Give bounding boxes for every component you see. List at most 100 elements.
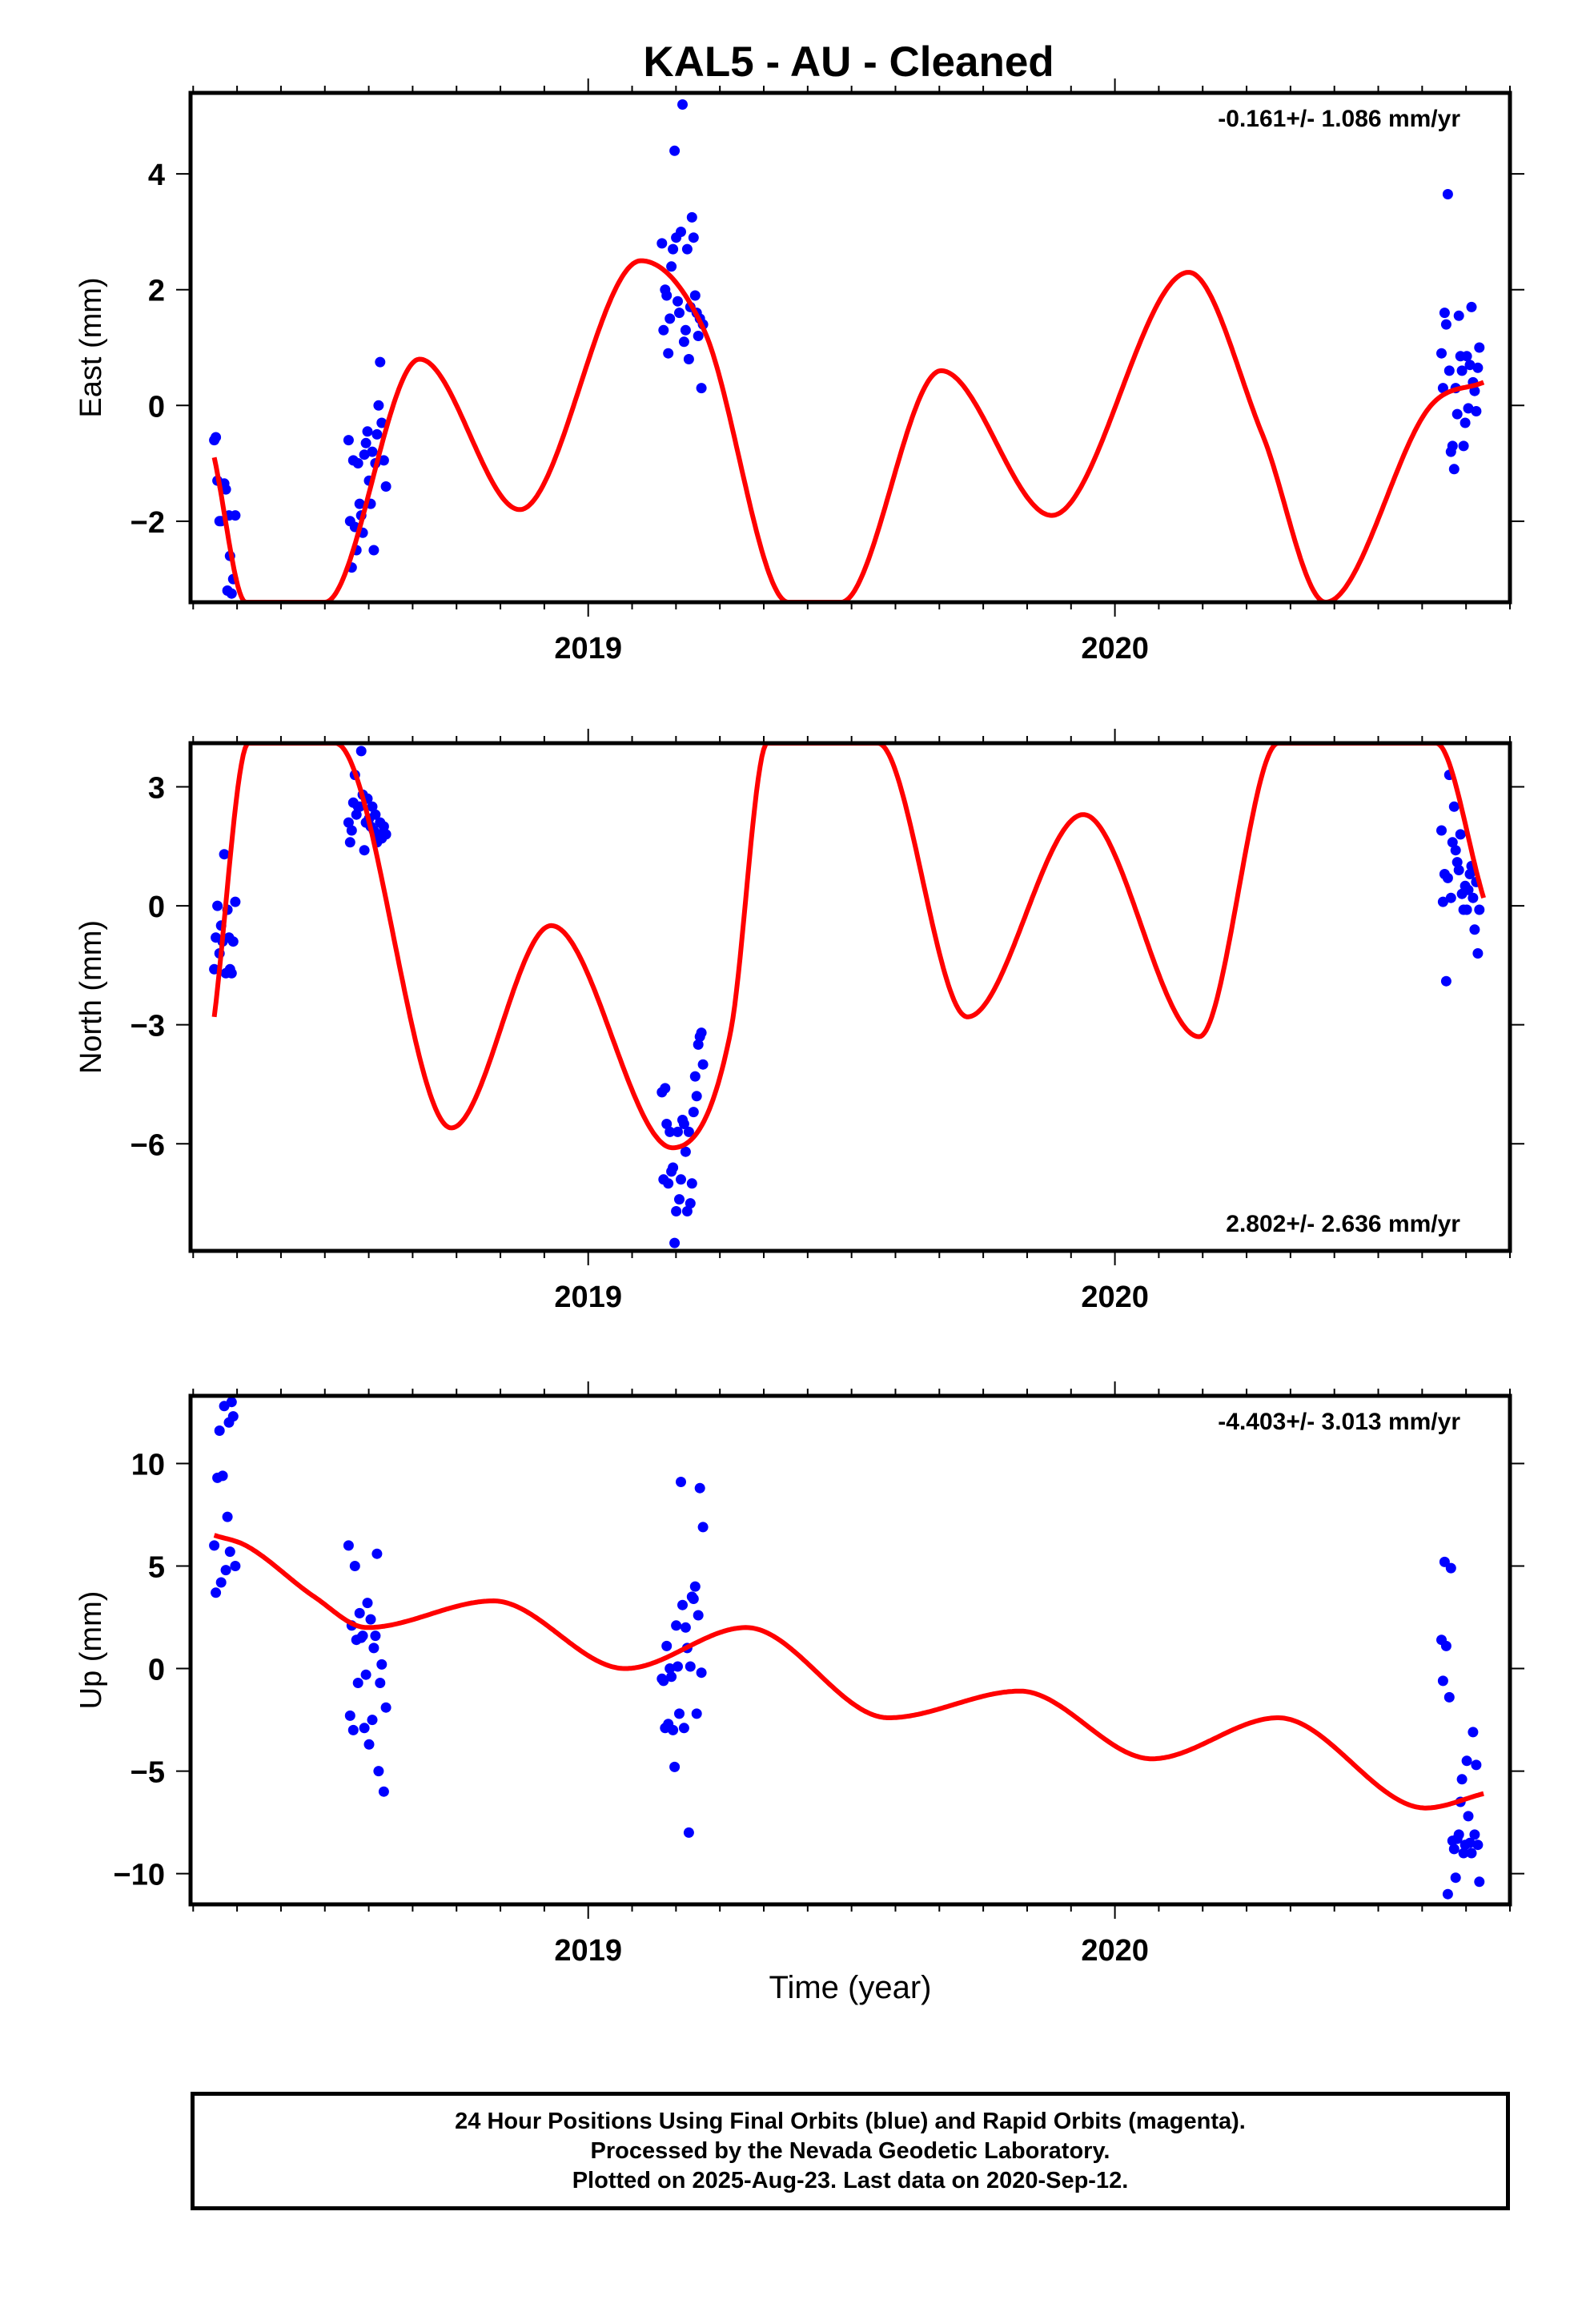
data-point — [1456, 365, 1468, 376]
data-point — [378, 455, 389, 466]
data-point — [1469, 1829, 1480, 1840]
data-point — [1439, 308, 1450, 319]
data-point — [215, 1577, 227, 1588]
data-point — [1458, 1848, 1469, 1859]
data-point — [1461, 351, 1472, 362]
data-point — [671, 1206, 682, 1216]
data-point — [226, 588, 237, 599]
x-tick-label: 2019 — [554, 1934, 622, 1968]
data-point — [227, 1411, 239, 1422]
data-point — [1469, 924, 1480, 935]
data-point — [1437, 896, 1448, 907]
data-point — [1472, 1839, 1484, 1851]
data-point — [663, 348, 674, 359]
data-point — [1463, 403, 1474, 414]
x-tick-label: 2019 — [554, 632, 622, 665]
x-tick-label: 2020 — [1081, 1934, 1149, 1968]
data-point — [689, 290, 701, 301]
y-tick-label: 10 — [131, 1448, 165, 1482]
data-point — [376, 1659, 387, 1670]
data-point — [661, 1640, 673, 1651]
data-point — [1442, 872, 1453, 883]
data-point — [671, 1620, 682, 1631]
data-point — [669, 1761, 681, 1772]
data-point — [691, 1091, 702, 1102]
data-point — [1472, 948, 1484, 959]
data-point — [666, 261, 677, 272]
data-point — [1445, 1562, 1456, 1574]
north-velocity-label: 2.802+/- 2.636 mm/yr — [1226, 1211, 1460, 1237]
data-point — [1440, 1640, 1452, 1651]
data-point — [669, 1237, 681, 1248]
data-point — [1436, 348, 1447, 359]
data-point — [346, 825, 357, 836]
data-point — [211, 1587, 222, 1598]
data-point — [343, 435, 354, 446]
y-tick-label: 3 — [148, 771, 165, 805]
data-point — [214, 1425, 225, 1436]
data-point — [681, 1206, 693, 1216]
data-point — [378, 821, 389, 832]
data-point — [668, 243, 679, 255]
data-point — [226, 967, 237, 979]
data-point — [1460, 417, 1471, 428]
data-point — [230, 510, 241, 521]
data-point — [685, 1661, 696, 1672]
up-y-axis-label: Up (mm) — [74, 1591, 108, 1710]
data-point — [1464, 1837, 1476, 1848]
data-point — [689, 1071, 701, 1082]
data-point — [380, 829, 391, 840]
y-tick-label: −5 — [130, 1756, 165, 1790]
north-y-axis-label: North (mm) — [74, 920, 108, 1074]
data-point — [1466, 1848, 1477, 1859]
data-point — [1456, 1774, 1468, 1785]
data-point — [365, 1614, 376, 1625]
data-point — [354, 1607, 365, 1618]
data-point — [209, 1540, 220, 1551]
data-point — [354, 498, 365, 509]
data-point — [380, 1702, 391, 1713]
data-point — [1461, 1755, 1472, 1767]
data-point — [696, 1667, 707, 1679]
data-point — [375, 356, 386, 368]
data-point — [1443, 365, 1455, 376]
data-point — [676, 1174, 686, 1185]
data-point — [1448, 801, 1460, 812]
data-point — [343, 1540, 354, 1551]
data-point — [344, 1710, 355, 1721]
up-model-curve — [213, 1533, 1484, 1811]
data-point — [1474, 1876, 1485, 1888]
data-point — [1464, 360, 1476, 371]
data-point — [373, 1766, 384, 1777]
data-point — [693, 331, 704, 341]
data-point — [686, 211, 697, 223]
data-point — [683, 1827, 694, 1838]
data-point — [680, 324, 691, 336]
data-point — [227, 936, 239, 947]
data-point — [352, 458, 363, 468]
data-point — [673, 1126, 683, 1137]
data-point — [1437, 1675, 1448, 1687]
data-point — [693, 1039, 704, 1050]
x-tick-label: 2020 — [1081, 632, 1149, 665]
up-panel: −10 −5 0 5 10 2019 2020 Up (mm) -4.403+/- 3.013 … — [74, 1381, 1524, 1968]
data-point — [1443, 1691, 1455, 1703]
data-point — [694, 1482, 705, 1494]
data-point — [357, 1630, 368, 1642]
data-point — [1442, 189, 1453, 199]
y-tick-label: 0 — [148, 1654, 165, 1687]
data-point — [224, 1546, 235, 1558]
east-velocity-label: -0.161+/- 1.086 mm/yr — [1218, 106, 1460, 132]
data-point — [355, 746, 367, 757]
data-point — [665, 1126, 676, 1137]
data-point — [359, 449, 370, 460]
footer-line-1: 24 Hour Positions Using Final Orbits (bl… — [455, 2108, 1246, 2134]
data-point — [1445, 892, 1456, 903]
data-point — [696, 383, 707, 394]
up-plot-frame — [188, 1393, 1512, 1907]
data-point — [1453, 310, 1464, 321]
footer-line-2: Processed by the Nevada Geodetic Laborat… — [590, 2137, 1110, 2164]
north-plot-frame — [188, 741, 1512, 1253]
east-y-axis-label: East (mm) — [74, 277, 108, 417]
north-data-points — [209, 746, 1485, 1248]
